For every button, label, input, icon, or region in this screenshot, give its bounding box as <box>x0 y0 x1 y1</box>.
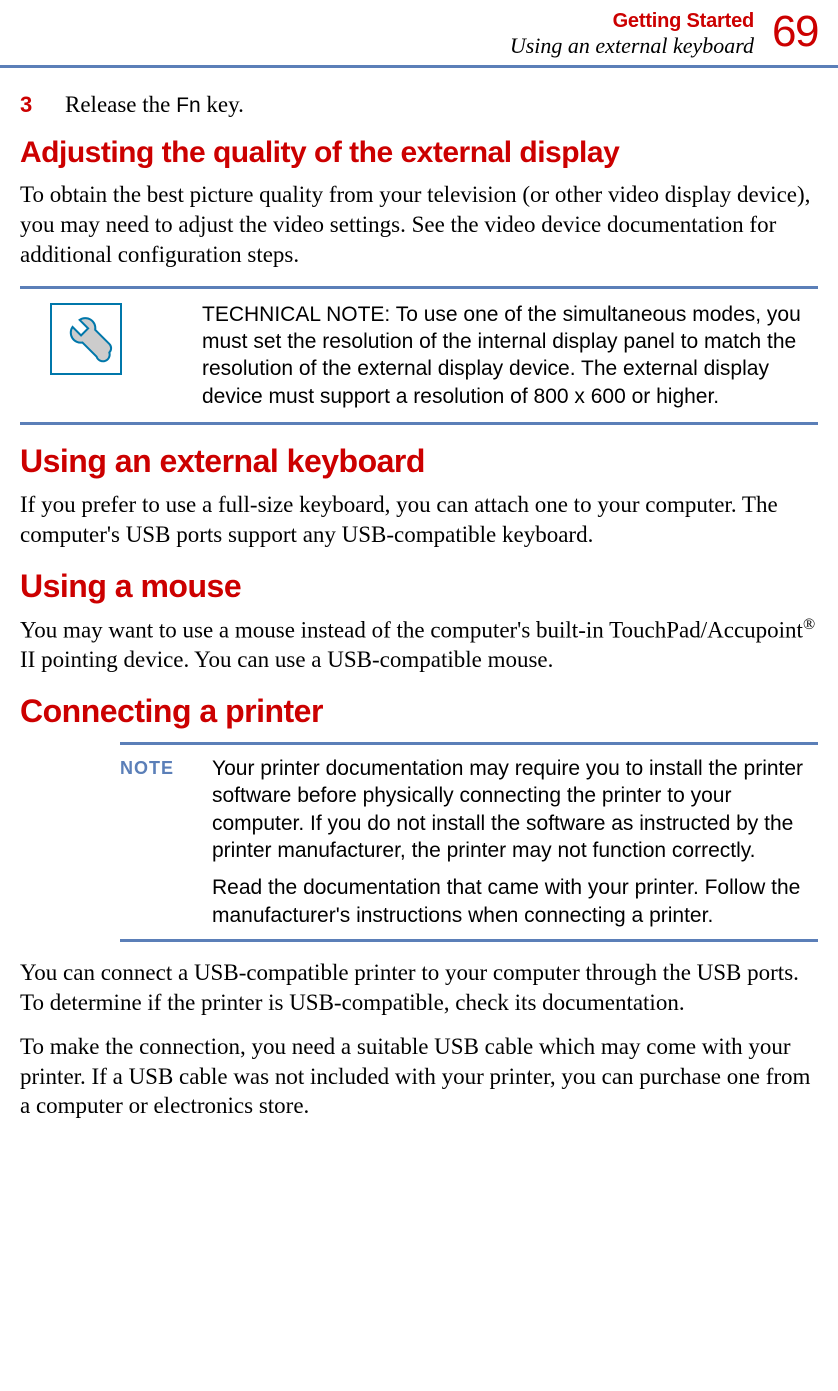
note-box: NOTE Your printer documentation may requ… <box>120 742 818 942</box>
mouse-before: You may want to use a mouse instead of t… <box>20 617 803 642</box>
note-label: NOTE <box>120 755 190 929</box>
note-inner: NOTE Your printer documentation may requ… <box>120 755 818 929</box>
body-keyboard: If you prefer to use a full-size keyboar… <box>20 490 818 550</box>
body-printer-1: You can connect a USB-compatible printer… <box>20 958 818 1018</box>
technote-prefix: TECHNICAL NOTE: <box>202 303 390 326</box>
wrench-icon <box>50 301 122 410</box>
header-titles: Getting Started Using an external keyboa… <box>510 10 754 59</box>
body-adjusting: To obtain the best picture quality from … <box>20 180 818 270</box>
page-header: Getting Started Using an external keyboa… <box>0 0 838 68</box>
text-before: Release the <box>65 92 176 117</box>
page-number: 69 <box>772 10 818 54</box>
fn-key: Fn <box>176 94 201 117</box>
heading-mouse: Using a mouse <box>20 568 818 605</box>
note-p2: Read the documentation that came with yo… <box>212 874 818 929</box>
step-text: Release the Fn key. <box>65 92 244 118</box>
mouse-after: II pointing device. You can use a USB-co… <box>20 647 553 672</box>
chapter-title: Getting Started <box>510 10 754 33</box>
section-title: Using an external keyboard <box>510 33 754 59</box>
page-content: 3 Release the Fn key. Adjusting the qual… <box>0 68 838 1155</box>
text-after: key. <box>201 92 244 117</box>
body-printer-2: To make the connection, you need a suita… <box>20 1032 818 1122</box>
note-p1: Your printer documentation may require y… <box>212 755 818 864</box>
heading-keyboard: Using an external keyboard <box>20 443 818 480</box>
manual-page: Getting Started Using an external keyboa… <box>0 0 838 1155</box>
body-mouse: You may want to use a mouse instead of t… <box>20 615 818 675</box>
step-item: 3 Release the Fn key. <box>20 92 818 118</box>
technical-note-box: TECHNICAL NOTE: To use one of the simult… <box>20 286 818 425</box>
step-number: 3 <box>20 92 65 118</box>
heading-printer: Connecting a printer <box>20 693 818 730</box>
technical-note-inner: TECHNICAL NOTE: To use one of the simult… <box>20 301 818 410</box>
registered-mark: ® <box>803 616 815 633</box>
heading-adjusting: Adjusting the quality of the external di… <box>20 136 818 170</box>
note-body: Your printer documentation may require y… <box>212 755 818 929</box>
technical-note-text: TECHNICAL NOTE: To use one of the simult… <box>202 301 818 410</box>
